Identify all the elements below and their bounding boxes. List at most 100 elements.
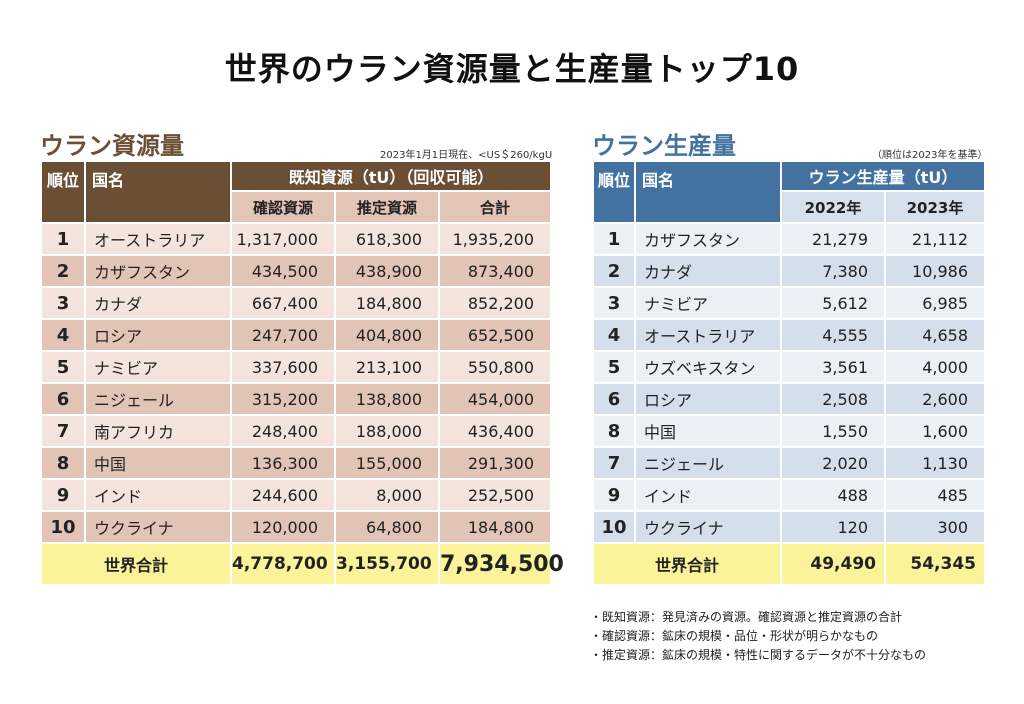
confirmed-cell: 244,600 bbox=[230, 478, 336, 512]
production-table: 順位 国名 ウラン生産量（tU） 2022年 2023年 1 カザフスタン 21,2… bbox=[592, 160, 986, 586]
country-cell: オーストラリア bbox=[634, 318, 782, 352]
country-cell: カザフスタン bbox=[634, 222, 782, 256]
production-note: （順位は2023年を基準） bbox=[872, 150, 988, 161]
rank-cell: 4 bbox=[40, 318, 86, 352]
year-2023-cell: 2,600 bbox=[884, 382, 986, 416]
footnote-confirmed: ・確認資源：鉱床の規模・品位・形状が明らかなもの bbox=[590, 629, 879, 643]
world-total-label: 世界合計 bbox=[592, 542, 782, 586]
confirmed-cell: 247,700 bbox=[230, 318, 336, 352]
country-header: 国名 bbox=[634, 160, 782, 224]
country-header: 国名 bbox=[84, 160, 232, 224]
footnote-known: ・既知資源：発見済みの資源。確認資源と推定資源の合計 bbox=[590, 610, 903, 624]
year-2023-cell: 4,658 bbox=[884, 318, 986, 352]
year-2023-cell: 300 bbox=[884, 510, 986, 544]
total-cell: 454,000 bbox=[437, 382, 553, 416]
rank-cell: 2 bbox=[40, 254, 86, 288]
confirmed-cell: 315,200 bbox=[230, 382, 336, 416]
table-row: 5 ナミビア 337,600 213,100 550,800 bbox=[40, 350, 553, 384]
total-cell: 252,500 bbox=[437, 478, 553, 512]
table-row: 2 カザフスタン 434,500 438,900 873,400 bbox=[40, 254, 553, 288]
world-total-2022: 49,490 bbox=[780, 542, 886, 586]
estimated-cell: 155,000 bbox=[334, 446, 440, 480]
rank-cell: 5 bbox=[592, 350, 636, 384]
estimated-cell: 618,300 bbox=[334, 222, 440, 256]
estimated-cell: 213,100 bbox=[334, 350, 440, 384]
country-cell: 南アフリカ bbox=[84, 414, 232, 448]
total-cell: 852,200 bbox=[437, 286, 553, 320]
table-row: 8 中国 136,300 155,000 291,300 bbox=[40, 446, 553, 480]
year-2022-cell: 7,380 bbox=[780, 254, 886, 288]
country-cell: ナミビア bbox=[634, 286, 782, 320]
confirmed-cell: 337,600 bbox=[230, 350, 336, 384]
country-cell: オーストラリア bbox=[84, 222, 232, 256]
confirmed-cell: 667,400 bbox=[230, 286, 336, 320]
world-total-row: 世界合計 49,490 54,345 bbox=[592, 542, 986, 586]
country-cell: ニジェール bbox=[84, 382, 232, 416]
rank-cell: 9 bbox=[40, 478, 86, 512]
world-total-estimated: 3,155,700 bbox=[334, 542, 440, 586]
country-cell: ロシア bbox=[84, 318, 232, 352]
footnote-estimated: ・推定資源：鉱床の規模・特性に関するデータが不十分なもの bbox=[590, 648, 927, 662]
world-total-sum: 7,934,500 bbox=[437, 542, 564, 586]
year-2023-cell: 10,986 bbox=[884, 254, 986, 288]
resources-section-title: ウラン資源量 bbox=[40, 132, 184, 160]
year-2023-cell: 1,130 bbox=[884, 446, 986, 480]
known-resources-header: 既知資源（tU）（回収可能） bbox=[229, 160, 553, 192]
country-cell: ナミビア bbox=[84, 350, 232, 384]
total-cell: 652,500 bbox=[437, 318, 553, 352]
production-section-title: ウラン生産量 bbox=[592, 132, 736, 160]
table-row: 9 インド 488 485 bbox=[592, 478, 986, 512]
table-row: 7 南アフリカ 248,400 188,000 436,400 bbox=[40, 414, 553, 448]
table-row: 6 ニジェール 315,200 138,800 454,000 bbox=[40, 382, 553, 416]
year-2022-cell: 3,561 bbox=[780, 350, 886, 384]
year-2023-cell: 6,985 bbox=[884, 286, 986, 320]
estimated-cell: 8,000 bbox=[334, 478, 440, 512]
country-cell: インド bbox=[84, 478, 232, 512]
rank-cell: 8 bbox=[40, 446, 86, 480]
rank-cell: 10 bbox=[40, 510, 86, 544]
rank-cell: 7 bbox=[592, 446, 636, 480]
table-row: 6 ロシア 2,508 2,600 bbox=[592, 382, 986, 416]
year-2023-cell: 4,000 bbox=[884, 350, 986, 384]
rank-cell: 4 bbox=[592, 318, 636, 352]
country-cell: カナダ bbox=[84, 286, 232, 320]
resources-table: 順位 国名 既知資源（tU）（回収可能） 確認資源 推定資源 合計 1 オーストラ… bbox=[40, 160, 564, 586]
country-cell: インド bbox=[634, 478, 782, 512]
table-row: 8 中国 1,550 1,600 bbox=[592, 414, 986, 448]
confirmed-cell: 434,500 bbox=[230, 254, 336, 288]
country-cell: カナダ bbox=[634, 254, 782, 288]
year-2022-cell: 5,612 bbox=[780, 286, 886, 320]
total-cell: 550,800 bbox=[437, 350, 553, 384]
year-2022-cell: 120 bbox=[780, 510, 886, 544]
year-2022-header: 2022年 bbox=[780, 190, 886, 224]
rank-header: 順位 bbox=[592, 160, 636, 224]
total-cell: 436,400 bbox=[437, 414, 553, 448]
table-row: 10 ウクライナ 120 300 bbox=[592, 510, 986, 544]
confirmed-cell: 1,317,000 bbox=[230, 222, 336, 256]
rank-cell: 8 bbox=[592, 414, 636, 448]
rank-cell: 3 bbox=[40, 286, 86, 320]
table-row: 1 カザフスタン 21,279 21,112 bbox=[592, 222, 986, 256]
year-2022-cell: 1,550 bbox=[780, 414, 886, 448]
year-2023-cell: 1,600 bbox=[884, 414, 986, 448]
estimated-cell: 64,800 bbox=[334, 510, 440, 544]
table-row: 2 カナダ 7,380 10,986 bbox=[592, 254, 986, 288]
table-row: 10 ウクライナ 120,000 64,800 184,800 bbox=[40, 510, 553, 544]
country-cell: ロシア bbox=[634, 382, 782, 416]
rank-cell: 3 bbox=[592, 286, 636, 320]
year-2023-cell: 21,112 bbox=[884, 222, 986, 256]
year-2022-cell: 21,279 bbox=[780, 222, 886, 256]
table-row: 4 ロシア 247,700 404,800 652,500 bbox=[40, 318, 553, 352]
resources-note: 2023年1月1日現在、<US＄260/kgU bbox=[380, 150, 553, 161]
rank-cell: 1 bbox=[592, 222, 636, 256]
total-cell: 1,935,200 bbox=[437, 222, 553, 256]
estimated-cell: 188,000 bbox=[334, 414, 440, 448]
total-header: 合計 bbox=[437, 190, 553, 224]
country-cell: 中国 bbox=[84, 446, 232, 480]
year-2023-header: 2023年 bbox=[884, 190, 986, 224]
world-total-confirmed: 4,778,700 bbox=[230, 542, 336, 586]
rank-cell: 7 bbox=[40, 414, 86, 448]
world-total-row: 世界合計 4,778,700 3,155,700 7,934,500 bbox=[40, 542, 564, 586]
total-cell: 184,800 bbox=[437, 510, 553, 544]
estimated-cell: 404,800 bbox=[334, 318, 440, 352]
